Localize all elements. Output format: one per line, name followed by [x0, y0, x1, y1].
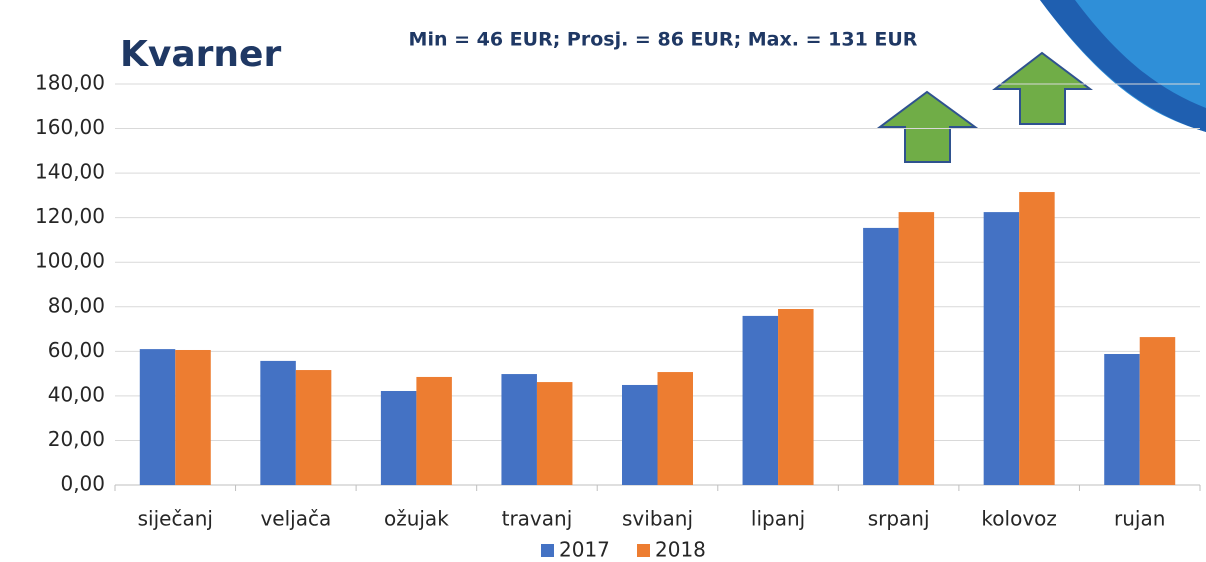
bar	[380, 390, 417, 485]
x-tick-label: lipanj	[751, 507, 805, 531]
bar	[657, 372, 693, 485]
bar	[1139, 337, 1176, 485]
bar	[295, 370, 332, 485]
chart-subtitle: Min = 46 EUR; Prosj. = 86 EUR; Max. = 13…	[409, 29, 918, 51]
bar	[416, 376, 452, 485]
x-tick-label: veljača	[260, 507, 331, 531]
bar	[175, 349, 211, 485]
bar	[863, 227, 899, 486]
y-tick-label: 160,00	[35, 115, 105, 139]
arrow-up	[876, 90, 979, 163]
bar	[1019, 192, 1055, 485]
bar	[983, 212, 1020, 485]
bar	[501, 374, 537, 485]
arrow-up	[992, 51, 1093, 125]
x-tick-label: srpanj	[868, 507, 930, 531]
legend-swatch	[541, 544, 554, 557]
y-tick-label: 120,00	[35, 204, 105, 228]
bar	[778, 309, 814, 485]
legend-swatch	[637, 544, 650, 557]
y-tick-label: 40,00	[48, 382, 105, 406]
x-tick-label: siječanj	[138, 507, 213, 531]
x-tick-label: svibanj	[622, 507, 693, 531]
x-tick-label: ožujak	[384, 507, 449, 531]
bar	[742, 315, 779, 485]
decor-swoosh-edge	[1040, 0, 1206, 132]
y-tick-label: 180,00	[35, 71, 105, 95]
y-tick-label: 100,00	[35, 249, 105, 273]
bar	[536, 382, 573, 485]
chart-title: Kvarner	[120, 34, 281, 75]
bar	[260, 360, 296, 485]
legend-label: 2017	[559, 538, 610, 562]
bar	[139, 349, 176, 485]
y-tick-label: 80,00	[48, 293, 105, 317]
x-tick-label: kolovoz	[981, 507, 1056, 531]
y-tick-label: 60,00	[48, 338, 105, 362]
bar	[622, 384, 658, 485]
x-tick-label: rujan	[1114, 507, 1165, 531]
y-tick-label: 20,00	[48, 427, 105, 451]
bar	[1104, 354, 1140, 485]
x-tick-label: travanj	[502, 507, 573, 531]
y-tick-label: 0,00	[60, 472, 105, 496]
bar	[898, 212, 935, 485]
legend-label: 2018	[655, 538, 706, 562]
y-tick-label: 140,00	[35, 160, 105, 184]
